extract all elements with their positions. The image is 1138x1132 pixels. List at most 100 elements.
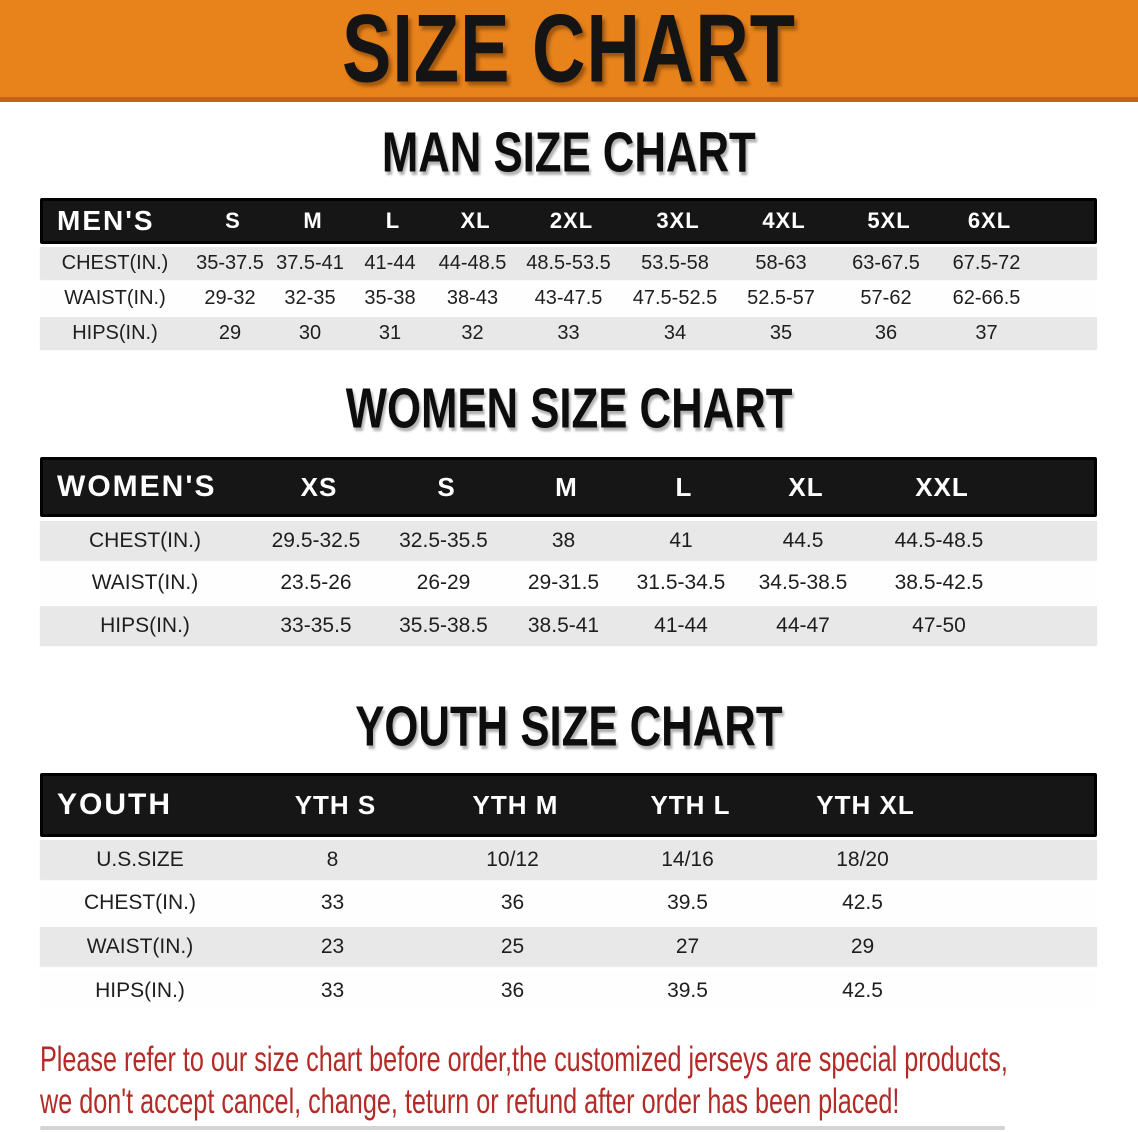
cell: 34 — [663, 321, 687, 344]
row-label: WAIST(IN.) — [64, 286, 166, 309]
cell: 36 — [500, 978, 525, 1002]
cell: 47-50 — [912, 613, 966, 637]
cell: 48.5-53.5 — [526, 251, 611, 274]
youth-section-heading: YOUTH SIZE CHART — [0, 694, 1138, 757]
cell: 23.5-26 — [280, 570, 352, 594]
cell: 33 — [557, 321, 580, 344]
cell: 34.5-38.5 — [758, 570, 848, 594]
cell: 30 — [298, 321, 322, 344]
cell: 32-35 — [284, 286, 336, 309]
cell: 38-43 — [446, 286, 499, 309]
table-row: WAIST(IN.) 23.5-26 26-29 29-31.5 31.5-34… — [40, 563, 1097, 602]
cell: 38.5-42.5 — [894, 570, 984, 594]
cell: 35-37.5 — [196, 251, 264, 274]
cell: 37.5-41 — [276, 251, 344, 274]
cell: 35-38 — [364, 286, 416, 309]
mens-table-header: MEN'S S M L XL 2XL 3XL 4XL 5XL 6XL — [40, 198, 1097, 244]
header-cell: XXL — [915, 471, 969, 502]
table-row: CHEST(IN.) 35-37.5 37.5-41 41-44 44-48.5… — [40, 247, 1097, 279]
cell: 31 — [378, 321, 402, 344]
header-cell: S — [225, 208, 241, 233]
row-label: CHEST(IN.) — [84, 890, 196, 914]
table-row: WAIST(IN.) 23 25 27 29 — [40, 927, 1097, 966]
header-cell: 3XL — [656, 208, 700, 233]
cell: 39.5 — [667, 978, 708, 1002]
row-label: CHEST(IN.) — [89, 528, 201, 552]
header-cell: XL — [788, 471, 824, 502]
cell: 32.5-35.5 — [399, 528, 488, 552]
cell: 8 — [326, 847, 339, 871]
cell: 36 — [874, 321, 898, 344]
table-row: HIPS(IN.) 33 36 39.5 42.5 — [40, 971, 1097, 1010]
header-cell: YTH M — [472, 789, 559, 820]
banner-title: SIZE CHART — [342, 0, 796, 102]
womens-size-table: WOMEN'S XS S M L XL XXL CHEST(IN.) 29.5-… — [40, 457, 1097, 645]
header-cell: 6XL — [967, 208, 1012, 233]
header-cell: 4XL — [762, 208, 806, 233]
cell: 42.5 — [842, 978, 883, 1002]
cell: 35.5-38.5 — [399, 613, 488, 637]
cell: 25 — [500, 934, 525, 958]
cell: 44-47 — [776, 613, 830, 637]
man-heading-text: MAN SIZE CHART — [382, 120, 756, 184]
banner: SIZE CHART — [0, 0, 1138, 102]
table-row: U.S.SIZE 8 10/12 14/16 18/20 — [40, 840, 1097, 879]
cell: 35 — [769, 321, 793, 344]
table-row: WAIST(IN.) 29-32 32-35 35-38 38-43 43-47… — [40, 282, 1097, 314]
cell: 62-66.5 — [952, 286, 1021, 309]
cell: 39.5 — [667, 890, 708, 914]
table-row: CHEST(IN.) 33 36 39.5 42.5 — [40, 883, 1097, 922]
row-label: HIPS(IN.) — [100, 613, 190, 637]
cell: 29 — [850, 934, 875, 958]
header-cell: L — [675, 471, 693, 502]
cell: 44-48.5 — [438, 251, 507, 274]
row-label: HIPS(IN.) — [72, 321, 158, 344]
cell: 53.5-58 — [641, 251, 709, 274]
table-row: CHEST(IN.) 29.5-32.5 32.5-35.5 38 41 44.… — [40, 521, 1097, 560]
women-heading-text: WOMEN SIZE CHART — [345, 376, 793, 440]
cell: 58-63 — [755, 251, 807, 274]
cell: 31.5-34.5 — [636, 570, 726, 594]
youth-table-header: YOUTH YTH S YTH M YTH L YTH XL — [40, 773, 1097, 837]
row-label: WAIST(IN.) — [86, 934, 194, 958]
cell: 29.5-32.5 — [271, 528, 361, 552]
man-section-heading: MAN SIZE CHART — [0, 120, 1138, 183]
header-cell: YOUTH — [57, 788, 172, 821]
header-cell: S — [437, 471, 456, 502]
header-cell: YTH XL — [816, 789, 915, 820]
cell: 32 — [461, 321, 484, 344]
header-cell: M — [555, 471, 578, 502]
header-cell: M — [303, 208, 323, 233]
header-cell: 5XL — [867, 208, 911, 233]
cell: 18/20 — [836, 847, 889, 871]
cell: 42.5 — [842, 890, 883, 914]
cell: 10/12 — [486, 847, 539, 871]
header-cell: L — [385, 208, 401, 233]
cell: 38.5-41 — [527, 613, 600, 637]
mens-size-table: MEN'S S M L XL 2XL 3XL 4XL 5XL 6XL CHEST… — [40, 198, 1097, 349]
cell: 57-62 — [860, 286, 912, 309]
bottom-edge-strip — [40, 1126, 1005, 1130]
cell: 67.5-72 — [952, 251, 1021, 274]
header-cell: XL — [460, 208, 491, 233]
cell: 44.5-48.5 — [894, 528, 984, 552]
disclaimer-line-1: Please refer to our size chart before or… — [40, 1040, 1008, 1079]
cell: 14/16 — [661, 847, 714, 871]
cell: 29-32 — [204, 286, 256, 309]
cell: 41 — [669, 528, 693, 552]
disclaimer-text: Please refer to our size chart before or… — [40, 1039, 1138, 1123]
cell: 29-31.5 — [527, 570, 600, 594]
cell: 44.5 — [782, 528, 824, 552]
header-cell: YTH S — [294, 789, 377, 820]
cell: 41-44 — [654, 613, 708, 637]
cell: 33-35.5 — [280, 613, 352, 637]
cell: 23 — [320, 934, 345, 958]
cell: 52.5-57 — [747, 286, 815, 309]
table-row: HIPS(IN.) 33-35.5 35.5-38.5 38.5-41 41-4… — [40, 606, 1097, 645]
header-cell: WOMEN'S — [57, 470, 217, 503]
cell: 26-29 — [416, 570, 471, 594]
cell: 47.5-52.5 — [632, 286, 718, 309]
cell: 38 — [551, 528, 576, 552]
cell: 33 — [320, 978, 345, 1002]
cell: 41-44 — [364, 251, 416, 274]
